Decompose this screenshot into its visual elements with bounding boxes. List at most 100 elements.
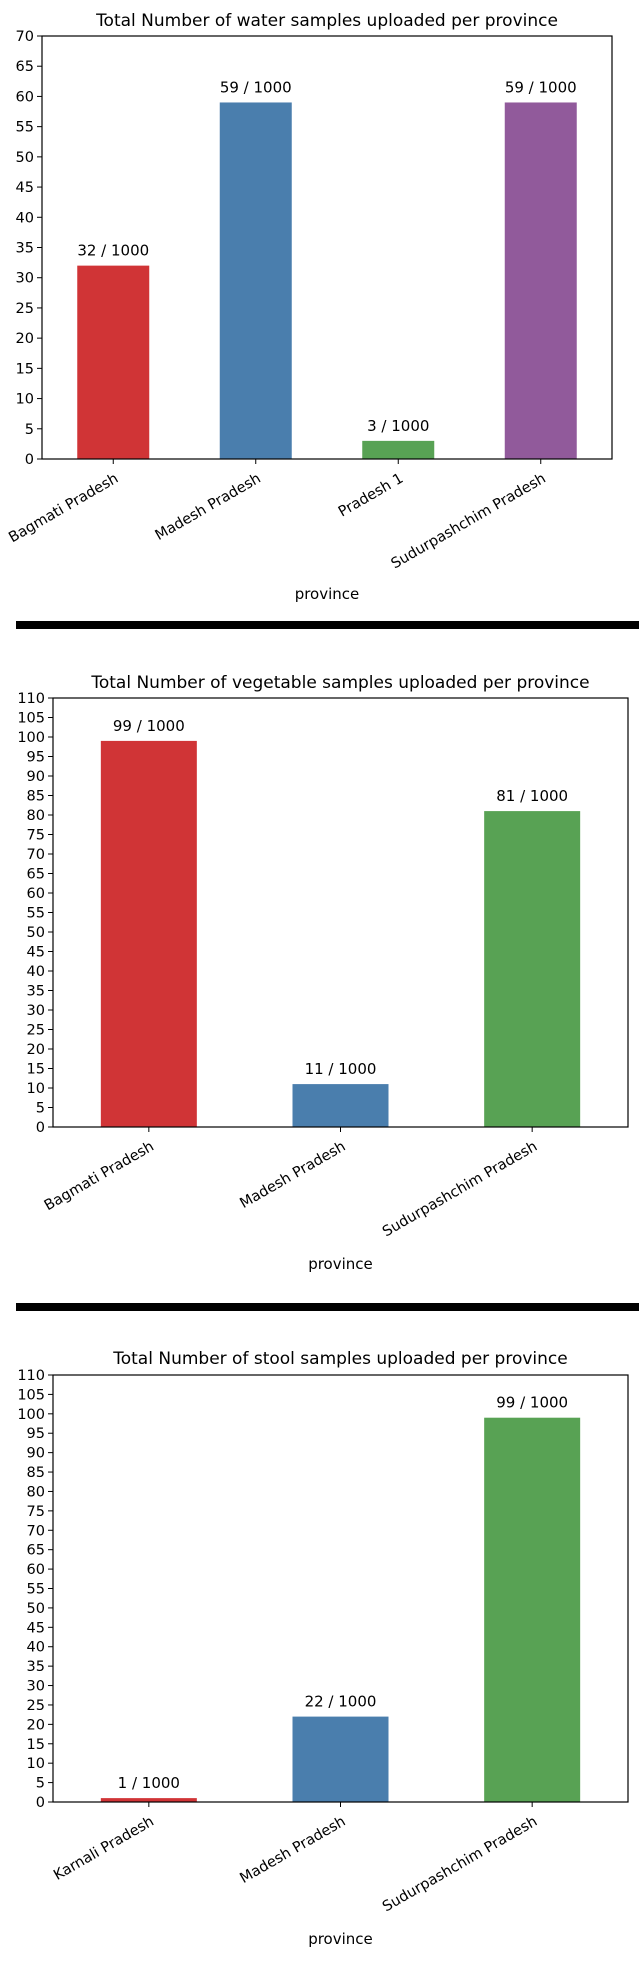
bar-0: [100, 740, 197, 1127]
x-tick-label-1: Madesh Pradesh: [153, 471, 264, 544]
x-tick-label-3: Sudurpashchim Pradesh: [389, 471, 549, 573]
bar-1: [292, 1716, 389, 1802]
y-tick-label-14: 70: [16, 29, 34, 45]
bar-2: [484, 1417, 581, 1802]
x-tick-label-1: Madesh Pradesh: [237, 1814, 348, 1887]
y-tick-label-3: 15: [27, 1062, 45, 1078]
y-tick-label-11: 55: [16, 120, 34, 136]
y-tick-label-16: 80: [27, 808, 45, 824]
x-tick-label-1: Madesh Pradesh: [237, 1139, 348, 1212]
bar-2: [362, 440, 435, 459]
data-label-0: 1 / 1000: [118, 1774, 180, 1792]
y-tick-label-9: 45: [16, 180, 34, 196]
x-tick-label-0: Bagmati Pradesh: [6, 471, 121, 547]
y-tick-label-6: 30: [27, 1003, 45, 1019]
y-tick-label-18: 90: [27, 769, 45, 785]
data-label-0: 99 / 1000: [113, 717, 185, 735]
y-tick-label-18: 90: [27, 1446, 45, 1462]
y-tick-label-0: 0: [36, 1120, 45, 1136]
water-samples-chart: Total Number of water samples uploaded p…: [0, 0, 639, 620]
stool-samples-chart: Total Number of stool samples uploaded p…: [0, 1340, 639, 1957]
y-tick-label-16: 80: [27, 1484, 45, 1500]
x-tick-label-2: Sudurpashchim Pradesh: [380, 1139, 540, 1241]
y-tick-label-14: 70: [27, 847, 45, 863]
y-tick-label-6: 30: [27, 1679, 45, 1695]
y-tick-label-2: 10: [27, 1081, 45, 1097]
x-tick-label-0: Bagmati Pradesh: [42, 1139, 157, 1215]
y-tick-label-19: 95: [27, 750, 45, 766]
y-tick-label-9: 45: [27, 945, 45, 961]
y-tick-label-6: 30: [16, 271, 34, 287]
y-tick-label-1: 5: [36, 1776, 45, 1792]
y-tick-label-15: 75: [27, 1504, 45, 1520]
data-label-1: 59 / 1000: [220, 78, 292, 96]
stool-chart-svg: Total Number of stool samples uploaded p…: [17, 1349, 629, 1948]
chart-separator: [16, 1303, 639, 1311]
y-tick-label-8: 40: [27, 1640, 45, 1656]
data-label-2: 3 / 1000: [367, 417, 429, 435]
x-axis-label: province: [308, 1255, 373, 1273]
vegetable-chart-svg: Total Number of vegetable samples upload…: [17, 673, 629, 1273]
y-tick-label-21: 105: [17, 711, 45, 727]
chart-title: Total Number of vegetable samples upload…: [90, 673, 589, 693]
x-tick-label-0: Karnali Pradesh: [51, 1814, 157, 1884]
data-label-2: 99 / 1000: [496, 1394, 568, 1412]
y-tick-label-5: 25: [27, 1698, 45, 1714]
y-tick-label-17: 85: [27, 789, 45, 805]
data-label-1: 11 / 1000: [305, 1060, 377, 1078]
y-tick-label-12: 60: [27, 1562, 45, 1578]
y-tick-label-5: 25: [16, 301, 34, 317]
y-tick-label-7: 35: [27, 984, 45, 1000]
data-label-3: 59 / 1000: [505, 78, 577, 96]
bar-1: [292, 1084, 389, 1127]
x-tick-label-2: Sudurpashchim Pradesh: [380, 1814, 540, 1916]
y-tick-label-4: 20: [27, 1042, 45, 1058]
x-axis-label: province: [295, 585, 360, 603]
data-label-0: 32 / 1000: [77, 242, 149, 260]
y-tick-label-22: 110: [17, 1368, 45, 1384]
y-tick-label-0: 0: [36, 1795, 45, 1811]
y-tick-label-10: 50: [27, 1601, 45, 1617]
y-tick-label-21: 105: [17, 1387, 45, 1403]
y-tick-label-15: 75: [27, 828, 45, 844]
y-tick-label-2: 10: [16, 392, 34, 408]
data-label-1: 22 / 1000: [305, 1693, 377, 1711]
y-tick-label-19: 95: [27, 1426, 45, 1442]
y-tick-label-11: 55: [27, 1582, 45, 1598]
vegetable-samples-chart: Total Number of vegetable samples upload…: [0, 662, 639, 1302]
y-tick-label-4: 20: [16, 331, 34, 347]
y-tick-label-0: 0: [25, 452, 34, 468]
y-tick-label-12: 60: [16, 89, 34, 105]
y-tick-label-8: 40: [27, 964, 45, 980]
y-tick-label-4: 20: [27, 1717, 45, 1733]
y-tick-label-20: 100: [17, 730, 45, 746]
y-tick-label-10: 50: [16, 150, 34, 166]
y-tick-label-11: 55: [27, 906, 45, 922]
y-tick-label-9: 45: [27, 1620, 45, 1636]
chart-title: Total Number of water samples uploaded p…: [95, 11, 558, 31]
bar-3: [504, 102, 577, 459]
y-tick-label-10: 50: [27, 925, 45, 941]
y-tick-label-7: 35: [27, 1659, 45, 1675]
water-chart-svg: Total Number of water samples uploaded p…: [6, 11, 613, 603]
y-tick-label-17: 85: [27, 1465, 45, 1481]
chart-title: Total Number of stool samples uploaded p…: [112, 1349, 567, 1369]
y-tick-label-1: 5: [25, 422, 34, 438]
y-tick-label-1: 5: [36, 1101, 45, 1117]
y-tick-label-13: 65: [16, 59, 34, 75]
data-label-2: 81 / 1000: [496, 787, 568, 805]
y-tick-label-8: 40: [16, 210, 34, 226]
y-tick-label-3: 15: [27, 1737, 45, 1753]
y-tick-label-20: 100: [17, 1407, 45, 1423]
x-axis-label: province: [308, 1930, 373, 1948]
y-tick-label-5: 25: [27, 1023, 45, 1039]
bar-0: [100, 1798, 197, 1802]
y-tick-label-12: 60: [27, 886, 45, 902]
bar-1: [219, 102, 292, 459]
x-tick-label-2: Pradesh 1: [336, 471, 406, 521]
y-tick-label-22: 110: [17, 691, 45, 707]
y-tick-label-13: 65: [27, 1543, 45, 1559]
bar-2: [484, 811, 581, 1127]
y-tick-label-14: 70: [27, 1523, 45, 1539]
bar-0: [77, 265, 150, 459]
